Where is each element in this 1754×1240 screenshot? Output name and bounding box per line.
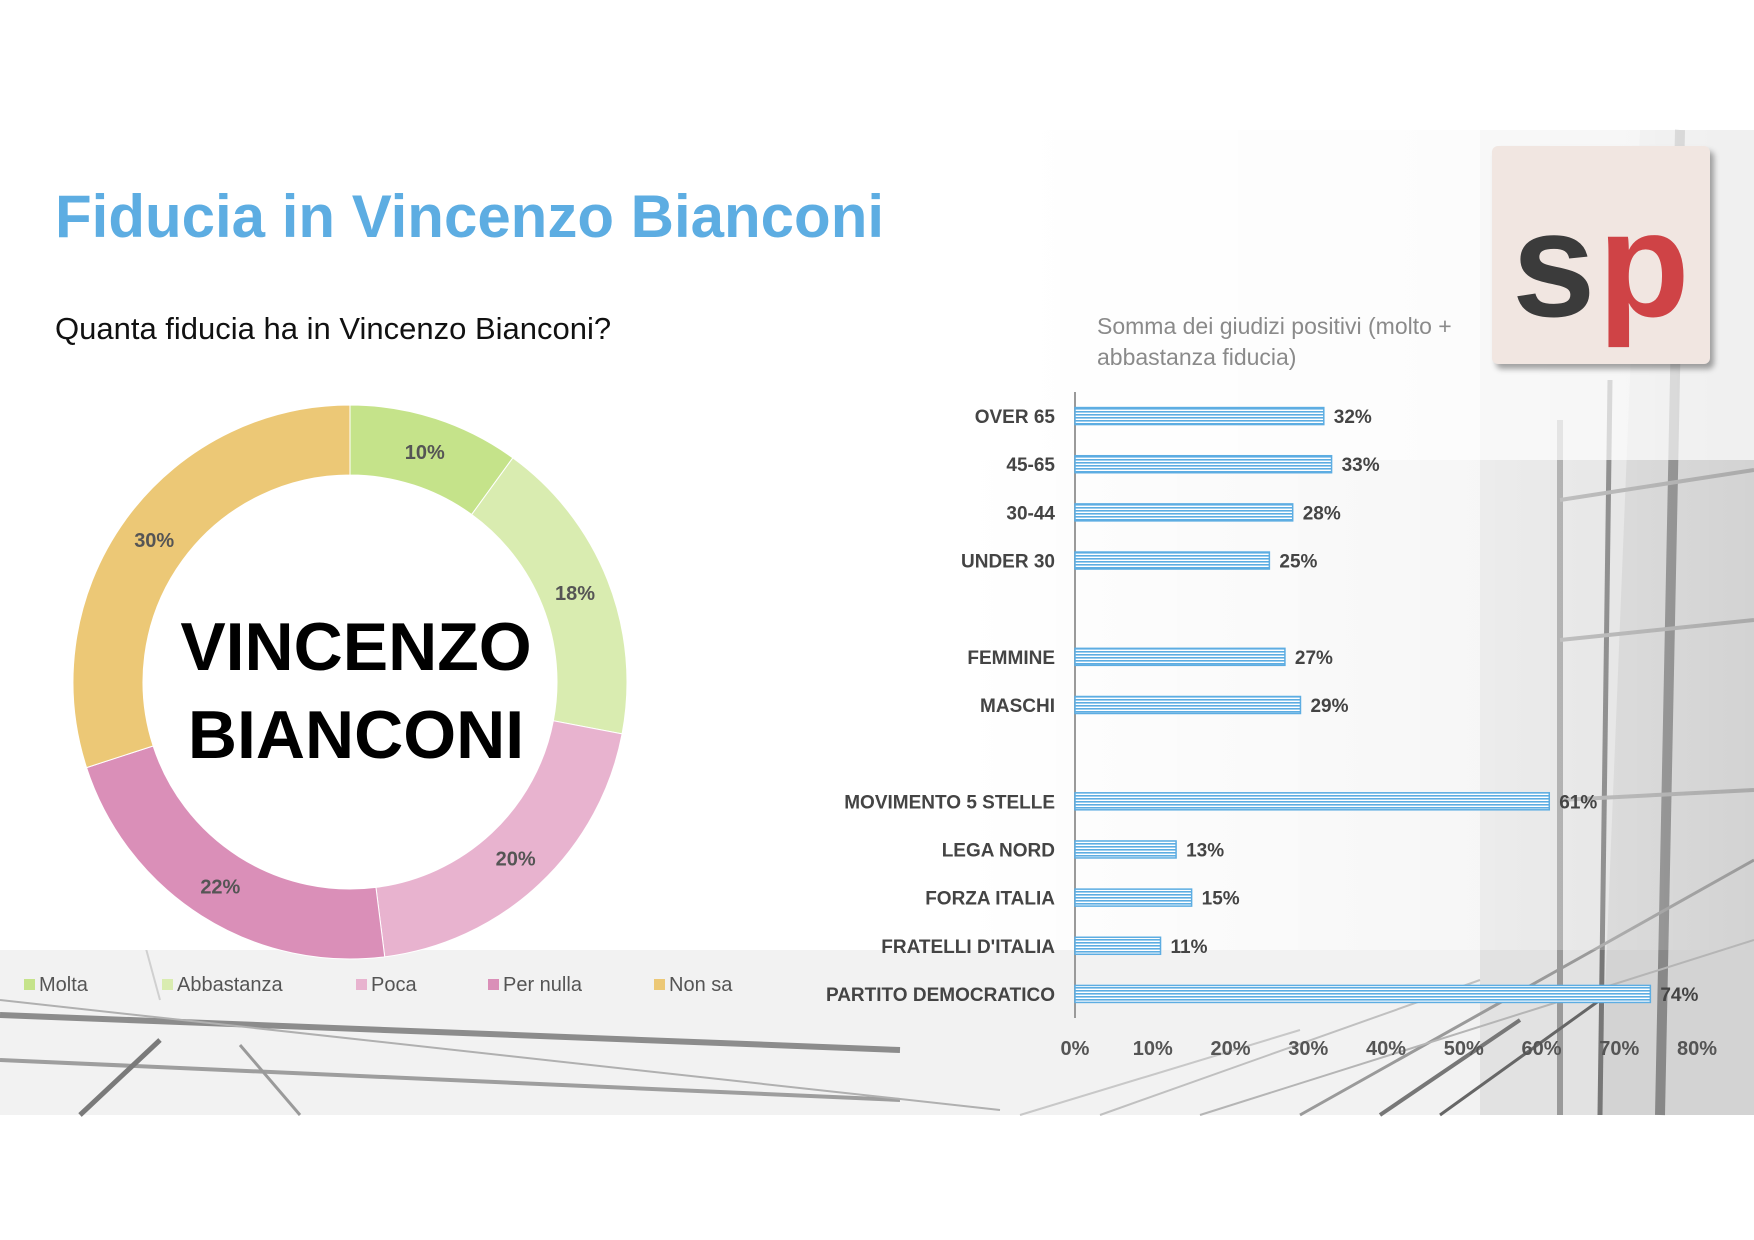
bar-data-label: 61% bbox=[1559, 792, 1597, 813]
donut-data-label: 10% bbox=[405, 442, 445, 464]
bar-category-label: MOVIMENTO 5 STELLE bbox=[844, 792, 1055, 813]
donut-data-label: 18% bbox=[555, 583, 595, 605]
bar bbox=[1074, 454, 1333, 474]
legend-item: Poca bbox=[356, 974, 417, 997]
bar bbox=[1074, 984, 1652, 1004]
bar-category-label: PARTITO DEMOCRATICO bbox=[826, 985, 1055, 1006]
survey-question: Quanta fiducia ha in Vincenzo Bianconi? bbox=[55, 311, 612, 346]
bar bbox=[1074, 936, 1162, 956]
x-tick-label: 20% bbox=[1210, 1038, 1250, 1060]
bar bbox=[1074, 551, 1271, 570]
bar-data-label: 74% bbox=[1660, 985, 1698, 1006]
legend-swatch bbox=[24, 979, 35, 990]
x-tick-label: 0% bbox=[1061, 1038, 1090, 1060]
donut-slice-per-nulla bbox=[85, 745, 386, 960]
bar-category-label: MASCHI bbox=[980, 696, 1055, 717]
bar-category-label: UNDER 30 bbox=[961, 552, 1055, 573]
legend-label: Abbastanza bbox=[177, 974, 283, 996]
bar-data-label: 27% bbox=[1295, 648, 1333, 669]
bar-category-label: FRATELLI D'ITALIA bbox=[881, 937, 1055, 958]
legend-label: Poca bbox=[371, 974, 417, 996]
donut-center-label: VINCENZO bbox=[180, 609, 531, 685]
bar-data-label: 11% bbox=[1171, 937, 1208, 958]
donut-data-label: 22% bbox=[200, 876, 240, 898]
x-tick-label: 50% bbox=[1444, 1038, 1484, 1060]
x-tick-label: 10% bbox=[1133, 1038, 1173, 1060]
bar bbox=[1074, 792, 1551, 811]
bar-category-label: FORZA ITALIA bbox=[925, 889, 1055, 910]
bar-data-label: 25% bbox=[1279, 552, 1317, 573]
legend-item: Per nulla bbox=[488, 974, 582, 997]
legend-swatch bbox=[356, 979, 367, 990]
donut-chart: 10% 18% 20% 22% 30% VINCENZO BIANCONI bbox=[72, 404, 628, 960]
sp-logo: s p bbox=[1492, 146, 1710, 364]
donut-data-label: 20% bbox=[496, 848, 536, 870]
legend-item: Molta bbox=[24, 974, 88, 997]
x-tick-label: 30% bbox=[1288, 1038, 1328, 1060]
bar-data-label: 28% bbox=[1303, 503, 1341, 524]
legend-swatch bbox=[488, 979, 499, 990]
bar bbox=[1074, 695, 1302, 715]
bar-data-label: 29% bbox=[1310, 696, 1348, 717]
bar bbox=[1074, 840, 1177, 859]
bar-category-label: FEMMINE bbox=[967, 648, 1055, 669]
bar-chart: OVER 65 32% 45-65 33% 30-44 28% UNDER 30 25% FEM… bbox=[826, 392, 1717, 1060]
legend-label: Non sa bbox=[669, 974, 733, 996]
donut-legend: Molta Abbastanza Poca Per nulla Non sa bbox=[24, 974, 744, 1004]
legend-label: Molta bbox=[39, 974, 88, 996]
bar-data-label: 15% bbox=[1202, 889, 1240, 910]
legend-swatch bbox=[654, 979, 665, 990]
x-tick-label: 70% bbox=[1599, 1038, 1639, 1060]
page-title: Fiducia in Vincenzo Bianconi bbox=[55, 183, 885, 250]
legend-label: Per nulla bbox=[503, 974, 582, 996]
bar bbox=[1074, 406, 1325, 426]
donut-slice-abbastanza bbox=[470, 457, 628, 735]
x-tick-label: 80% bbox=[1677, 1038, 1717, 1060]
bar-data-label: 13% bbox=[1186, 840, 1224, 861]
legend-item: Abbastanza bbox=[162, 974, 283, 997]
donut-slice-non-sa bbox=[72, 404, 351, 769]
bar-category-label: OVER 65 bbox=[975, 407, 1056, 428]
x-tick-label: 40% bbox=[1366, 1038, 1406, 1060]
legend-swatch bbox=[162, 979, 173, 990]
bar bbox=[1074, 888, 1193, 907]
bar-category-label: 45-65 bbox=[1006, 455, 1055, 476]
donut-center-label: BIANCONI bbox=[188, 697, 524, 773]
bar-data-label: 32% bbox=[1334, 407, 1372, 428]
bar-chart-title: Somma dei giudizi positivi (molto + abba… bbox=[1097, 313, 1452, 370]
x-tick-label: 60% bbox=[1521, 1038, 1561, 1060]
legend-item: Non sa bbox=[654, 974, 732, 997]
bar bbox=[1074, 647, 1286, 667]
bar-category-label: 30-44 bbox=[1006, 503, 1055, 524]
donut-data-label: 30% bbox=[134, 530, 174, 552]
bar-data-label: 33% bbox=[1342, 455, 1380, 476]
bar bbox=[1074, 503, 1294, 522]
bar-category-label: LEGA NORD bbox=[942, 840, 1055, 861]
